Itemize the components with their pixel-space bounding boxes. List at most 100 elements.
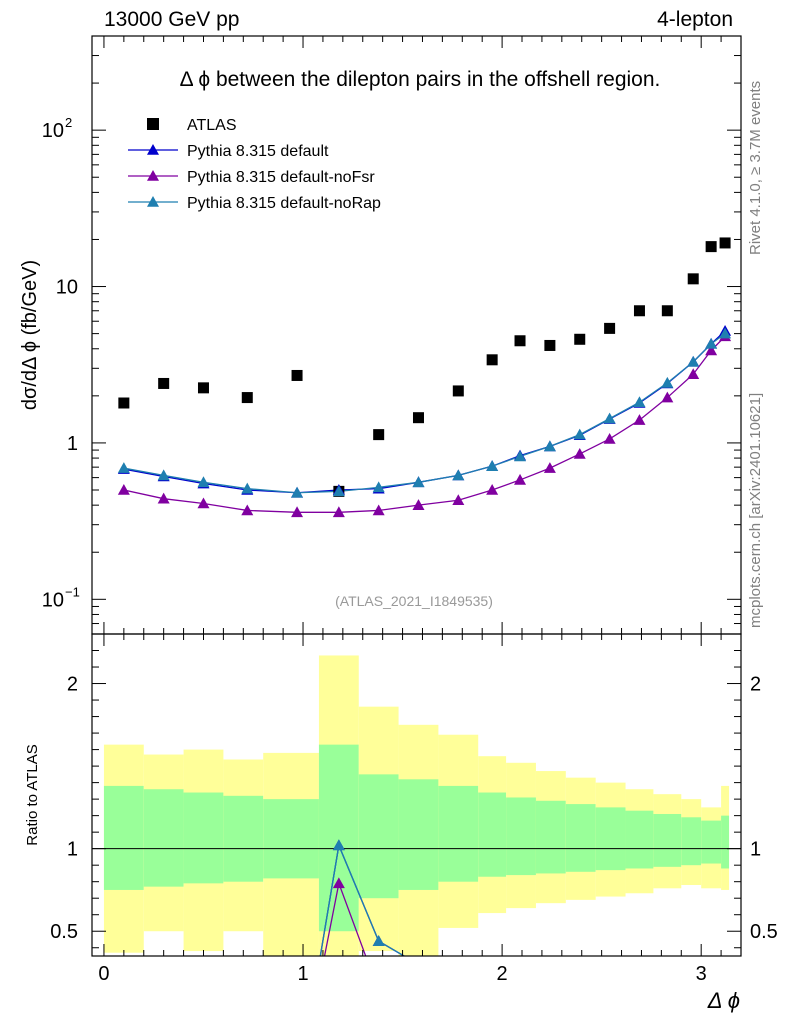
upper-y-tick-label: 1: [67, 433, 78, 455]
legend-marker-data: [147, 118, 159, 130]
ratio-y-tick-label-right: 0.5: [750, 921, 778, 943]
data-point-noFsr: [197, 497, 210, 509]
data-point-noFsr: [332, 506, 345, 518]
upper-y-tick-label: 10: [42, 589, 64, 611]
data-point-noRap: [372, 481, 385, 493]
data-point-noFsr: [543, 462, 556, 473]
plot-title: Δ ϕ between the dilepton pairs in the of…: [180, 68, 661, 91]
data-point-data: [291, 369, 303, 381]
data-point-noFsr: [514, 473, 527, 485]
data-point-noFsr: [157, 492, 170, 504]
uncertainty-band-inner: [263, 799, 319, 879]
ratio-panel: 0 1 2 3 0.5 0.5 1 1 2 2 Ratio to ATLAS Δ ϕ: [24, 633, 778, 1013]
data-point-noRap: [543, 440, 556, 452]
y-axis-label: dσ/dΔ ϕ (fb/GeV): [19, 260, 41, 410]
data-point-data: [705, 241, 717, 253]
energy-label: 13000 GeV pp: [104, 8, 239, 31]
uncertainty-band-inner: [223, 795, 264, 882]
uncertainty-band-inner: [506, 797, 536, 876]
data-point-data: [452, 385, 464, 397]
ratio-y-tick-label-right: 1: [750, 839, 761, 861]
analysis-id: (ATLAS_2021_I1849535): [335, 593, 493, 609]
uncertainty-band-inner: [535, 800, 566, 874]
data-point-noFsr: [117, 483, 130, 495]
ratio-point-noRap: [332, 839, 345, 851]
ratio-marks: [92, 655, 741, 956]
uncertainty-band-inner: [438, 785, 479, 882]
data-point-noRap: [241, 482, 254, 494]
data-point-noRap: [633, 396, 646, 408]
data-point-noRap: [332, 485, 345, 497]
uncertainty-band-inner: [681, 817, 702, 866]
data-point-data: [486, 354, 498, 366]
x-axis-label: Δ ϕ: [707, 988, 740, 1013]
side-label-rivet: Rivet 4.1.0, ≥ 3.7M events: [747, 81, 764, 255]
data-point-noFsr: [705, 344, 718, 356]
data-point-noFsr: [241, 504, 254, 516]
uncertainty-band-inner: [701, 820, 722, 864]
series-line-default: [123, 330, 726, 494]
side-label-mcplots: mcplots.cern.ch [arXiv:2401.10621]: [747, 393, 764, 628]
data-point-data: [514, 335, 526, 347]
ratio-line-noRap: [319, 843, 406, 956]
ratio-y-tick-label-right: 2: [750, 674, 761, 696]
data-point-data: [661, 305, 673, 317]
uncertainty-band-inner: [721, 815, 730, 869]
ratio-x-tick-label: 3: [696, 963, 707, 985]
data-point-noFsr: [372, 504, 385, 516]
uncertainty-band-inner: [565, 804, 596, 872]
legend-marker-noRap: [147, 196, 159, 207]
ratio-frame: [91, 633, 742, 957]
upper-y-tick-exponent: −1: [65, 584, 80, 599]
legend-marker-default: [147, 144, 159, 155]
data-point-noFsr: [486, 483, 499, 495]
main-plot-marks: [117, 237, 732, 518]
upper-y-tick-label: 10: [56, 277, 78, 299]
data-point-data: [719, 237, 731, 249]
data-point-noRap: [573, 428, 586, 440]
legend-label-data: ATLAS: [187, 117, 237, 134]
data-point-data: [241, 392, 253, 404]
data-point-data: [604, 322, 616, 334]
data-point-noFsr: [633, 414, 646, 425]
data-point-noRap: [514, 450, 527, 462]
data-point-noRap: [719, 327, 732, 339]
ratio-y-tick-label: 1: [67, 839, 78, 861]
data-point-noRap: [412, 476, 425, 488]
data-point-noFsr: [452, 494, 465, 506]
data-point-data: [633, 305, 645, 317]
ratio-series-group: [319, 839, 406, 956]
legend-label-noRap: Pythia 8.315 default-noRap: [187, 195, 381, 212]
data-point-data: [412, 412, 424, 424]
uncertainty-band-inner: [398, 779, 439, 890]
upper-y-tick-label: 10: [42, 120, 64, 142]
data-point-noFsr: [291, 506, 304, 518]
uncertainty-band-inner: [318, 744, 359, 932]
data-point-noRap: [117, 462, 130, 473]
legend-label-default: Pythia 8.315 default: [187, 143, 329, 160]
data-point-data: [158, 377, 170, 389]
data-point-data: [687, 273, 699, 285]
data-point-noRap: [157, 469, 170, 481]
data-point-noRap: [197, 476, 210, 488]
legend: ATLAS Pythia 8.315 default Pythia 8.315 de…: [128, 117, 381, 212]
data-point-data: [197, 382, 209, 394]
uncertainty-band-inner: [653, 813, 682, 867]
uncertainty-band-inner: [143, 789, 184, 887]
uncertainty-band-inner: [358, 774, 399, 899]
data-point-noRap: [486, 460, 499, 471]
data-point-noRap: [603, 412, 616, 424]
data-point-noFsr: [661, 391, 674, 403]
data-point-noRap: [687, 355, 700, 367]
data-point-data: [544, 339, 556, 351]
data-point-noRap: [705, 337, 718, 349]
ratio-x-tick-label: 2: [497, 963, 508, 985]
uncertainty-band-inner: [183, 792, 224, 884]
ratio-x-tick-label: 0: [98, 963, 109, 985]
ratio-ticks: 0 1 2 3 0.5 0.5 1 1 2 2: [50, 634, 778, 985]
legend-label-noFsr: Pythia 8.315 default-noFsr: [187, 169, 375, 186]
data-point-noFsr: [687, 368, 700, 380]
uncertainty-band-inner: [595, 807, 626, 871]
